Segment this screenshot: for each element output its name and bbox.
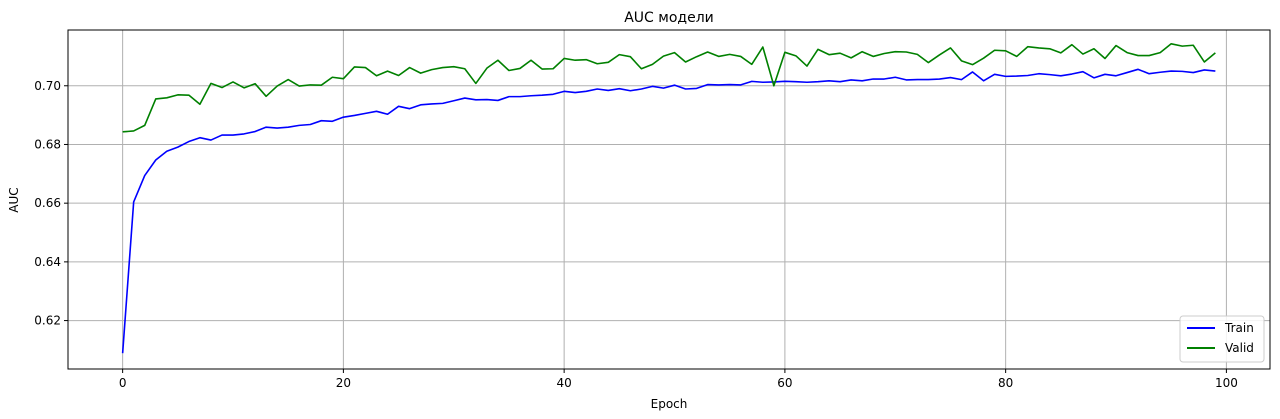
y-tick-label: 0.70 [34, 79, 61, 93]
legend-train-label: Train [1224, 321, 1254, 335]
y-tick-label: 0.68 [34, 137, 61, 151]
x-tick-label: 60 [777, 376, 792, 390]
x-tick-label: 20 [336, 376, 351, 390]
x-axis-ticks: 0 20 40 60 80 100 [119, 369, 1238, 390]
y-tick-label: 0.62 [34, 314, 61, 328]
legend: Train Valid [1179, 315, 1265, 363]
x-tick-label: 0 [119, 376, 127, 390]
y-axis-ticks: 0.62 0.64 0.66 0.68 0.70 [34, 79, 68, 328]
grid [68, 30, 1270, 369]
y-tick-label: 0.66 [34, 196, 61, 210]
chart-title: AUC модели [624, 10, 714, 26]
x-axis-label: Epoch [651, 397, 688, 411]
series-line-valid [122, 42, 1216, 133]
series-lines [121, 42, 1216, 354]
legend-valid-label: Valid [1225, 341, 1254, 355]
x-tick-label: 40 [557, 376, 572, 390]
series-line-train [121, 68, 1216, 354]
x-tick-label: 100 [1215, 376, 1238, 390]
plot-frame [67, 29, 1271, 370]
y-axis-label: AUC [7, 187, 21, 212]
x-tick-label: 80 [998, 376, 1013, 390]
y-tick-label: 0.64 [34, 255, 61, 269]
